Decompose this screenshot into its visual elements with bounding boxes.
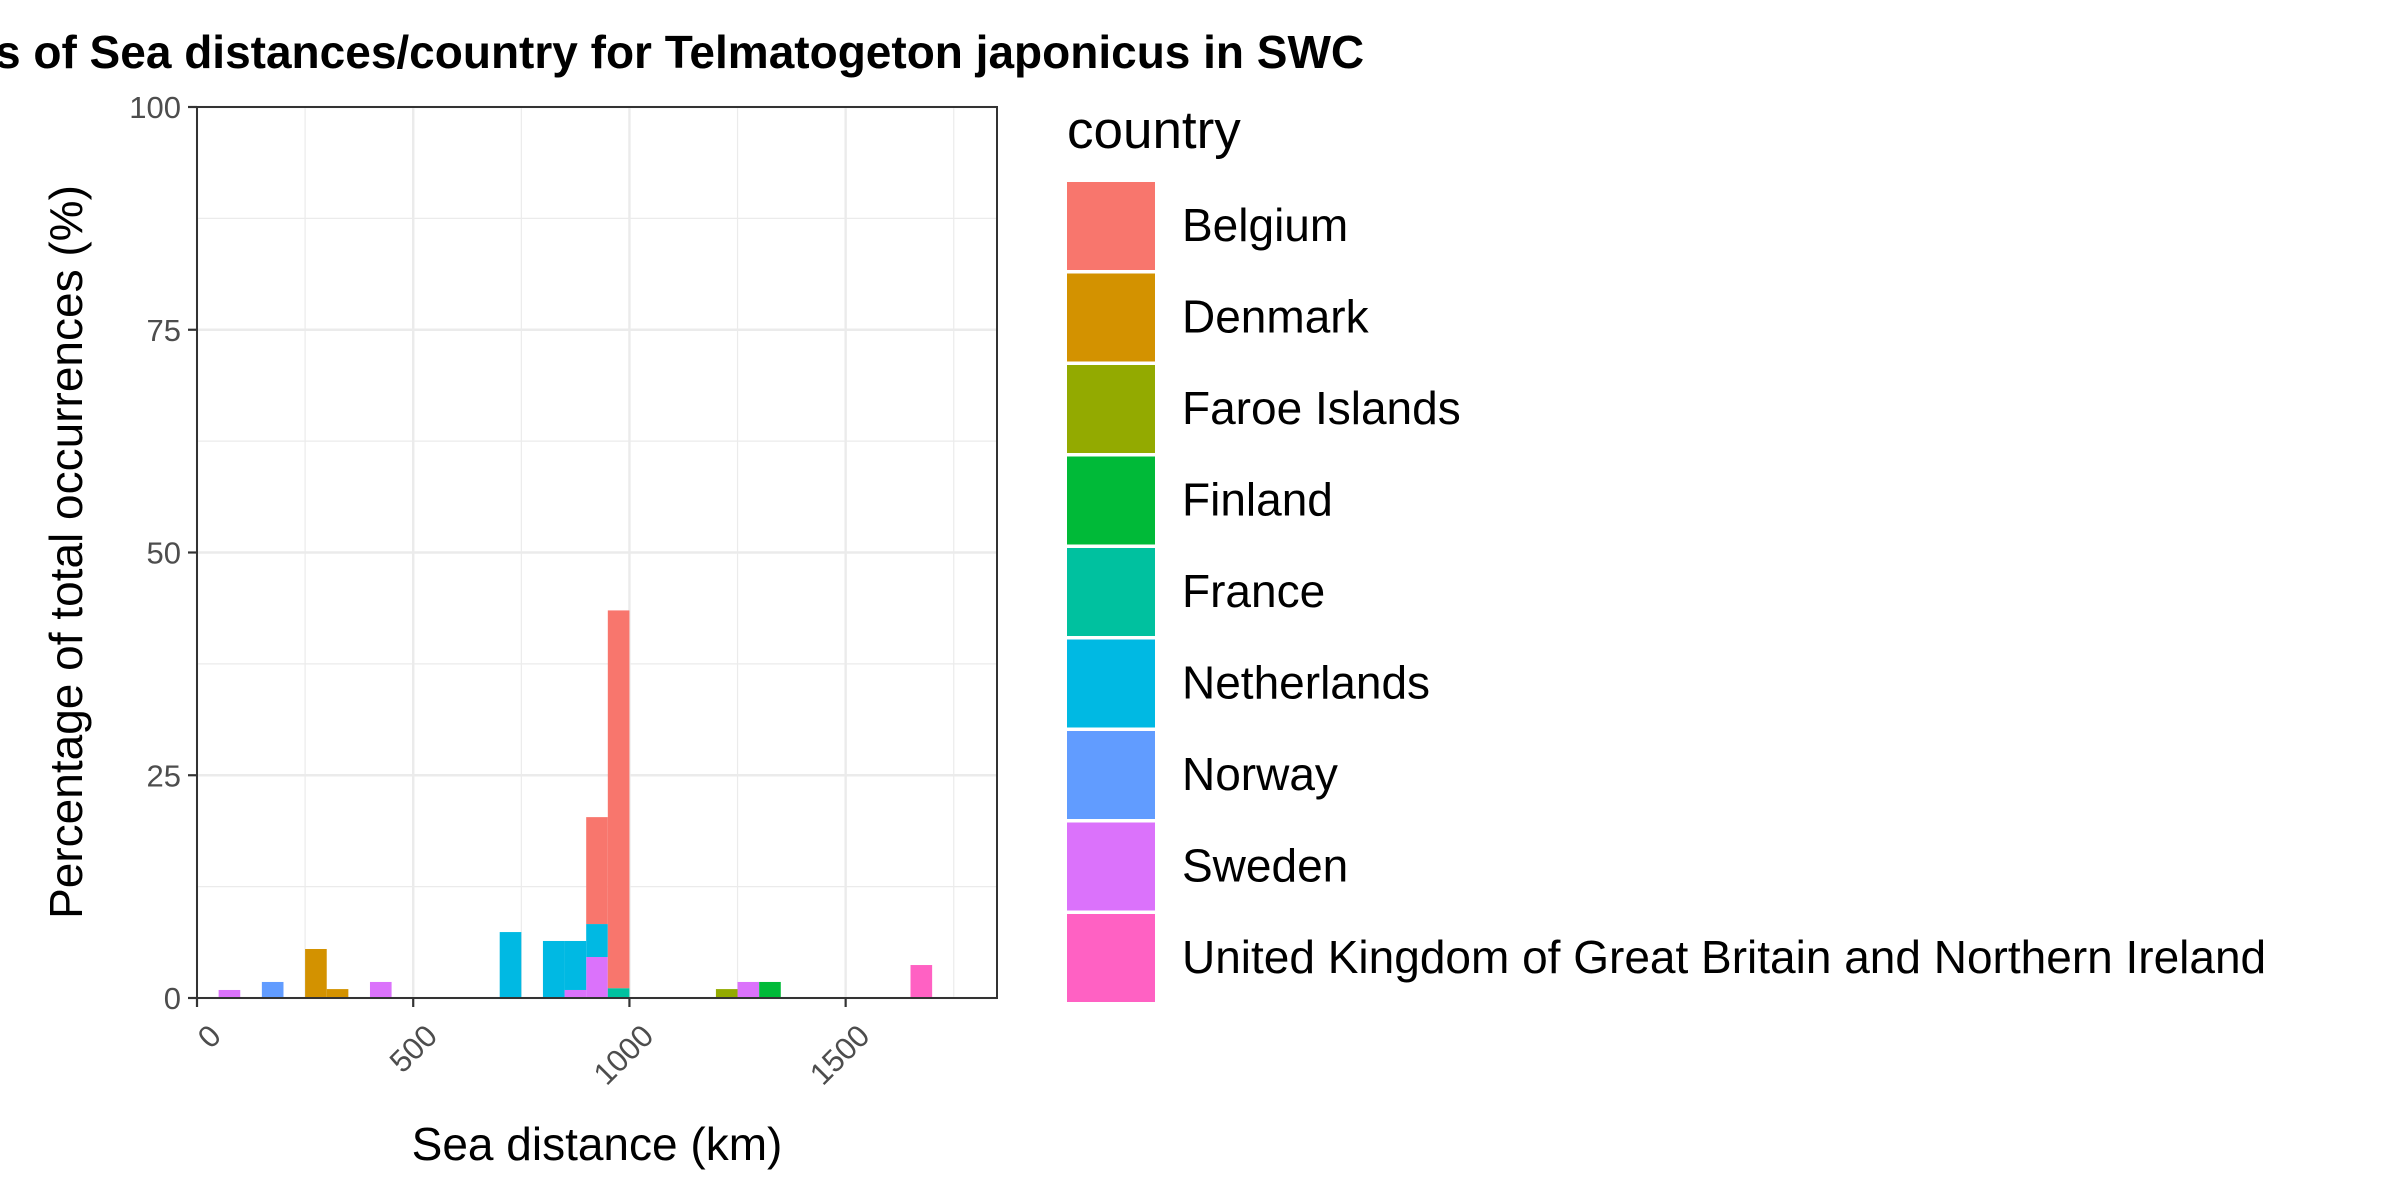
legend-label-netherlands: Netherlands (1182, 657, 1430, 709)
bar-netherlands (542, 940, 565, 998)
bar-sweden (369, 981, 392, 998)
legend-title: country (1067, 101, 1241, 160)
legend-label-united-kingdom-of-great-britain-and-northern-ireland: United Kingdom of Great Britain and Nort… (1182, 931, 2266, 983)
bar-norway (261, 981, 284, 998)
bar-belgium (607, 610, 630, 989)
x-axis: 0 500 1000 1500 (191, 998, 877, 1092)
bar-netherlands (564, 940, 587, 990)
plot-panel (195, 105, 998, 1000)
y-tick-label: 50 (147, 536, 181, 571)
legend-key-faroe-islands (1067, 365, 1155, 453)
legend-label-sweden: Sweden (1182, 840, 1348, 892)
bar-finland (759, 981, 781, 998)
x-tick-label: 1000 (587, 1018, 661, 1092)
legend-label-denmark: Denmark (1182, 291, 1370, 343)
legend-label-france: France (1182, 565, 1325, 617)
legend-key-united-kingdom-of-great-britain-and-northern-ireland (1067, 914, 1155, 1002)
bar-belgium (586, 817, 608, 925)
x-tick-label: 0 (191, 1018, 228, 1055)
y-tick-label: 100 (129, 90, 181, 125)
legend-label-belgium: Belgium (1182, 199, 1348, 251)
legend: country Belgium Denmark Faroe Islands Finla… (1067, 101, 2266, 1002)
chart-title: s of Sea distances/country for Telmatoge… (0, 26, 1364, 78)
legend-key-netherlands (1067, 639, 1155, 728)
x-tick-label: 500 (383, 1018, 444, 1079)
y-tick-label: 0 (164, 981, 181, 1016)
legend-label-faroe-islands: Faroe Islands (1182, 382, 1461, 434)
legend-key-denmark (1067, 273, 1155, 362)
y-axis-title: Percentage of total occurrences (%) (40, 185, 92, 919)
legend-key-norway (1067, 731, 1155, 819)
legend-key-france (1067, 548, 1155, 636)
legend-key-belgium (1067, 182, 1155, 270)
bar-faroe-islands (715, 989, 738, 998)
legend-label-norway: Norway (1182, 748, 1338, 800)
legend-label-finland: Finland (1182, 474, 1333, 526)
bar-france (607, 988, 630, 998)
bar-netherlands (499, 932, 522, 998)
bar-sweden (586, 957, 608, 998)
x-tick-label: 1500 (803, 1018, 877, 1092)
legend-key-finland (1067, 456, 1155, 545)
y-tick-label: 25 (147, 758, 181, 793)
bar-netherlands (586, 924, 608, 958)
legend-key-sweden (1067, 822, 1155, 911)
bar-sweden (737, 981, 760, 998)
y-tick-label: 75 (147, 313, 181, 348)
x-axis-title: Sea distance (km) (412, 1118, 783, 1170)
legend-items: Belgium Denmark Faroe Islands Finland France… (1067, 182, 2266, 1002)
bar-sweden (218, 989, 241, 998)
bars (218, 610, 933, 998)
bar-denmark (326, 989, 349, 998)
y-axis: 0 25 50 75 100 (129, 90, 197, 1016)
bar-united-kingdom-of-great-britain-and-northern-ireland (910, 965, 933, 998)
bar-sweden (564, 989, 587, 998)
bar-denmark (305, 948, 327, 998)
